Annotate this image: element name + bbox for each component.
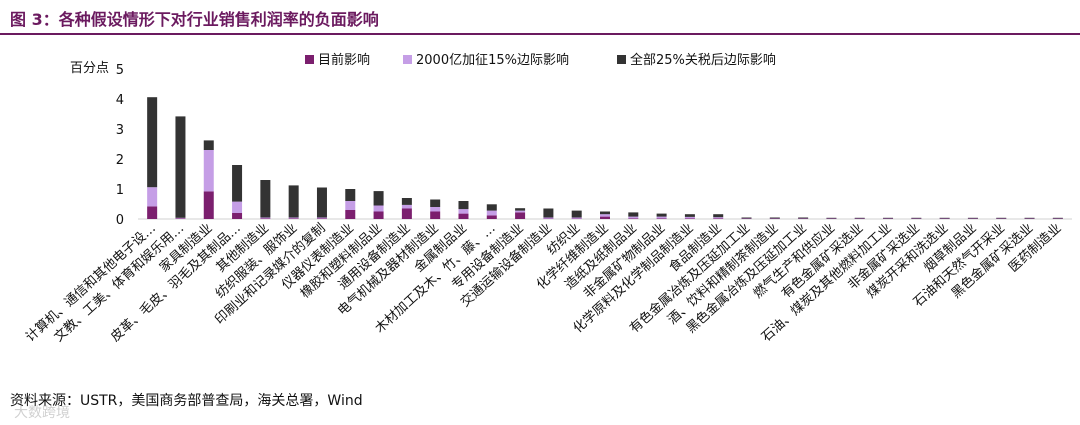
y-tick-label: 3 xyxy=(116,123,124,138)
bar-segment-series-0 xyxy=(486,215,497,219)
bar-segment-series-2 xyxy=(684,214,695,217)
bar-segment-series-1 xyxy=(147,187,158,207)
bar-segment-series-2 xyxy=(401,198,412,205)
bar-segment-series-2 xyxy=(345,189,356,201)
bar-segment-series-0 xyxy=(515,212,526,219)
bar-segment-series-1 xyxy=(316,217,327,219)
bar-segment-series-0 xyxy=(656,218,667,219)
bar-segment-series-0 xyxy=(401,208,412,219)
y-tick-label: 5 xyxy=(116,63,124,78)
legend-swatch xyxy=(403,55,412,64)
bar-segment-series-2 xyxy=(769,217,780,219)
bar-segment-series-1 xyxy=(571,217,582,219)
bar-segment-series-1 xyxy=(401,204,412,209)
bar-segment-series-2 xyxy=(316,187,327,218)
watermark: 大数跨境 xyxy=(14,405,70,421)
bar-segment-series-1 xyxy=(628,216,639,219)
chart-title: 图 3：各种假设情形下对行业销售利润率的负面影响 xyxy=(10,10,379,29)
bar-segment-series-2 xyxy=(175,116,186,218)
bar-segment-series-2 xyxy=(741,217,752,219)
bar-segment-series-0 xyxy=(203,191,214,219)
bar-segment-series-1 xyxy=(373,205,384,212)
bar-segment-series-1 xyxy=(713,217,724,219)
bar-segment-series-2 xyxy=(1024,217,1035,219)
bar-segment-series-1 xyxy=(515,210,526,213)
bar-segment-series-2 xyxy=(486,204,497,211)
x-tick-labels: 计算机、通信和其他电子设…文教、工美、体育和娱乐用…家具制造业皮革、毛皮、羽毛及… xyxy=(23,220,1064,345)
bar-segment-series-2 xyxy=(826,217,837,219)
y-tick-label: 4 xyxy=(116,93,124,108)
bar-segment-series-0 xyxy=(713,218,724,219)
bar-segment-series-1 xyxy=(656,216,667,219)
chart-legend: 目前影响 2000亿加征15%边际影响 全部25%关税后边际影响 xyxy=(305,52,776,68)
bar-segment-series-0 xyxy=(600,216,610,219)
legend-label: 全部25%关税后边际影响 xyxy=(630,52,776,68)
bar-segment-series-0 xyxy=(373,211,384,219)
bar-segment-series-2 xyxy=(967,217,978,219)
bar-segment-series-1 xyxy=(175,217,186,219)
bar-segment-series-1 xyxy=(430,207,441,212)
bar-segment-series-2 xyxy=(232,165,243,202)
legend-swatch xyxy=(305,55,314,64)
bar-segment-series-0 xyxy=(260,218,271,219)
bar-segment-series-2 xyxy=(543,208,554,218)
bar-segment-series-1 xyxy=(486,210,497,216)
bar-segment-series-1 xyxy=(203,150,214,192)
bar-segment-series-2 xyxy=(883,217,894,219)
y-axis: 0 1 2 3 4 5 xyxy=(116,63,1072,228)
y-tick-label: 0 xyxy=(116,213,124,228)
bar-segment-series-0 xyxy=(430,211,441,219)
bar-segment-series-2 xyxy=(430,199,441,207)
bar-segment-series-0 xyxy=(147,206,158,219)
bar-segment-series-1 xyxy=(769,218,780,219)
bar-segment-series-0 xyxy=(628,218,639,219)
bar-segment-series-2 xyxy=(373,191,384,206)
bar-segment-series-0 xyxy=(316,218,327,219)
bar-segment-series-1 xyxy=(600,214,610,217)
bar-segment-series-2 xyxy=(996,217,1007,219)
bar-segment-series-2 xyxy=(515,208,526,211)
y-tick-label: 1 xyxy=(116,183,124,198)
bar-segment-series-1 xyxy=(741,218,752,219)
bar-segment-series-2 xyxy=(854,217,865,219)
bar-segment-series-2 xyxy=(260,180,271,218)
bar-segment-series-1 xyxy=(345,201,356,210)
source-note: 资料来源：USTR，美国商务部普查局，海关总署，Wind xyxy=(10,393,363,409)
bar-segment-series-0 xyxy=(288,218,299,219)
bar-segment-series-2 xyxy=(713,214,724,218)
bar-segment-series-0 xyxy=(175,218,186,219)
bar-segment-series-1 xyxy=(798,218,809,219)
bars-group xyxy=(147,97,1063,219)
y-tick-label: 2 xyxy=(116,153,124,168)
y-axis-label: 百分点 xyxy=(70,61,109,76)
bar-segment-series-0 xyxy=(232,213,243,219)
bar-segment-series-2 xyxy=(571,210,582,218)
title-divider xyxy=(0,33,1080,35)
bar-segment-series-1 xyxy=(260,217,271,219)
bar-segment-series-1 xyxy=(684,216,695,219)
bar-segment-series-2 xyxy=(798,217,809,219)
bar-segment-series-2 xyxy=(203,140,214,150)
bar-segment-series-1 xyxy=(458,209,469,214)
legend-swatch xyxy=(617,55,626,64)
bar-segment-series-0 xyxy=(684,218,695,219)
bar-segment-series-2 xyxy=(288,185,299,218)
legend-label: 目前影响 xyxy=(318,52,370,68)
bar-segment-series-2 xyxy=(458,201,469,210)
bar-segment-series-1 xyxy=(288,217,299,219)
bar-segment-series-1 xyxy=(543,217,554,219)
bar-segment-series-0 xyxy=(345,210,356,219)
bar-segment-series-2 xyxy=(911,217,922,219)
bar-segment-series-0 xyxy=(458,213,469,219)
bar-segment-series-2 xyxy=(939,217,950,219)
bar-segment-series-2 xyxy=(147,97,158,188)
bar-segment-series-2 xyxy=(656,213,667,217)
bar-segment-series-2 xyxy=(628,212,639,217)
bar-segment-series-1 xyxy=(232,201,243,213)
bar-segment-series-2 xyxy=(1052,217,1063,219)
bar-segment-series-2 xyxy=(600,211,610,215)
legend-label: 2000亿加征15%边际影响 xyxy=(416,52,569,68)
